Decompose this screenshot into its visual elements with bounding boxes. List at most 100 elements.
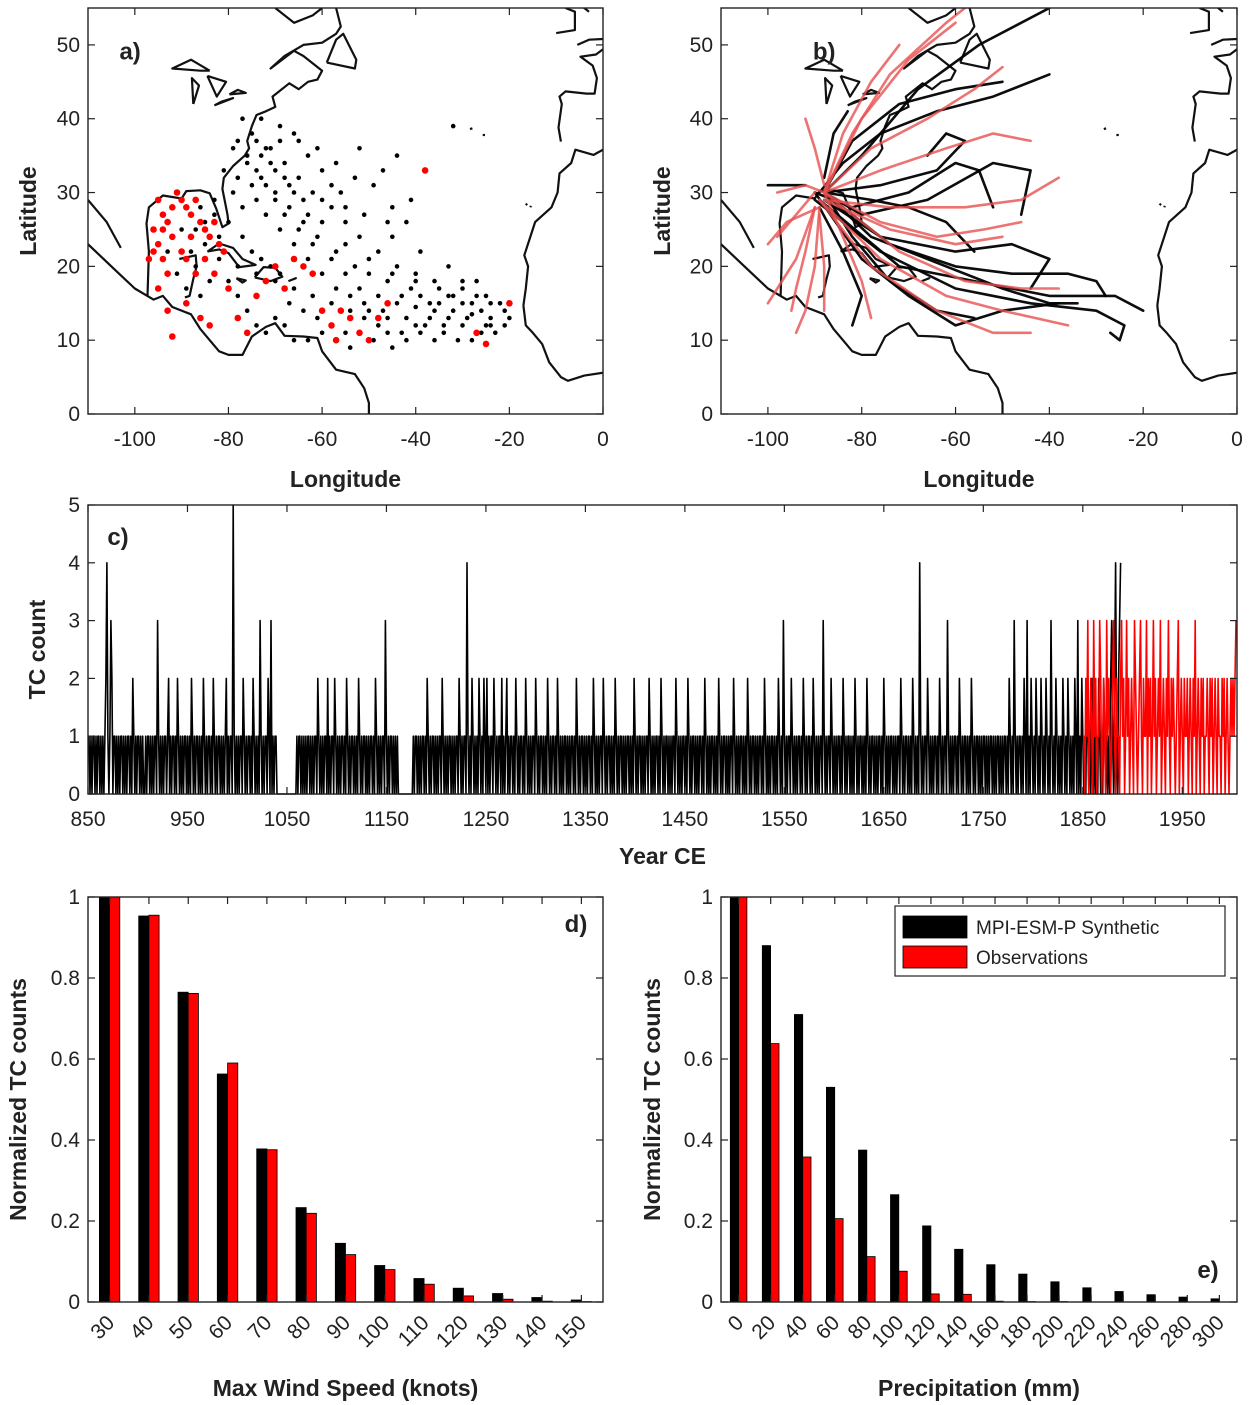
tc-point <box>356 329 363 337</box>
bar <box>374 1265 386 1303</box>
y-tick-label: 1 <box>701 886 713 909</box>
tc-point <box>329 301 334 306</box>
tc-point <box>474 278 479 284</box>
tc-point <box>421 167 429 174</box>
tc-point <box>384 300 391 307</box>
tc-point <box>337 307 345 315</box>
coastline <box>847 97 868 107</box>
tc-point <box>506 300 513 307</box>
x-tick-label: 200 <box>1028 1311 1069 1352</box>
tc-track <box>822 21 957 194</box>
x-tick-label: -100 <box>114 428 156 451</box>
tc-point <box>347 308 353 314</box>
tc-point <box>357 234 362 240</box>
tc-point <box>169 233 176 241</box>
tc-point <box>333 249 339 254</box>
tc-point <box>287 182 292 188</box>
tc-point <box>253 292 260 300</box>
tc-point <box>319 330 325 336</box>
bar <box>334 1242 346 1303</box>
coastline <box>206 242 257 269</box>
tc-track <box>818 198 1070 327</box>
tc-point <box>328 322 335 329</box>
coastline <box>190 77 201 105</box>
tc-point <box>483 323 489 328</box>
tc-point <box>258 175 264 181</box>
tc-track <box>818 73 1051 194</box>
x-axis-label: Longitude <box>923 466 1034 492</box>
coastline <box>228 88 247 96</box>
tc-point <box>493 330 498 336</box>
tc-point <box>361 315 367 321</box>
x-axis-label: Longitude <box>290 466 401 492</box>
y-tick-label: 0.4 <box>684 1129 714 1152</box>
tc-point <box>408 286 414 291</box>
bar <box>826 1086 836 1303</box>
tc-point <box>441 323 447 328</box>
tc-point <box>418 293 423 299</box>
bar <box>890 1194 900 1303</box>
tc-point <box>390 271 395 277</box>
bar <box>492 1293 504 1303</box>
coastline <box>824 77 834 105</box>
bar <box>138 915 150 1303</box>
tc-point <box>268 146 273 151</box>
tc-point <box>145 255 153 263</box>
bar <box>109 896 121 1303</box>
tc-point <box>197 218 204 226</box>
tc-point <box>226 219 231 225</box>
coastline <box>235 277 247 284</box>
tc-point <box>333 286 339 291</box>
bar <box>858 1149 868 1303</box>
tc-point <box>315 146 320 151</box>
tc-point <box>460 278 465 284</box>
tc-point <box>273 168 278 173</box>
x-tick-label: 130 <box>471 1311 512 1352</box>
coastline <box>213 97 235 107</box>
x-tick-label: -60 <box>940 428 970 451</box>
bar <box>1082 1287 1092 1303</box>
bar <box>866 1256 876 1303</box>
tc-point <box>343 219 348 225</box>
panel-label: a) <box>119 39 140 66</box>
x-tick-label: 1350 <box>562 808 609 831</box>
tc-point <box>385 278 390 284</box>
coastline <box>1156 148 1237 306</box>
tc-point <box>277 138 283 144</box>
tc-point <box>198 293 203 299</box>
tc-point <box>179 227 184 232</box>
tc-point <box>347 345 353 350</box>
tc-point <box>201 255 209 263</box>
y-tick-label: 30 <box>57 182 80 205</box>
tc-point <box>488 315 493 321</box>
tc-point <box>474 293 479 299</box>
tc-track <box>818 198 1032 335</box>
tc-point <box>394 153 400 158</box>
tc-point <box>262 277 270 285</box>
y-tick-label: 2 <box>68 667 80 690</box>
tc-point <box>268 264 273 269</box>
bar <box>794 1014 804 1303</box>
tc-track <box>818 213 826 312</box>
tc-point <box>258 153 264 158</box>
y-tick-label: 0.6 <box>684 1048 713 1071</box>
coastline <box>522 305 603 382</box>
tc-point <box>164 218 171 226</box>
tc-point <box>329 205 334 210</box>
tc-point <box>432 337 437 343</box>
tc-point <box>178 248 185 255</box>
tc-point <box>310 293 316 299</box>
coastline <box>171 58 211 72</box>
panel-a-map-scatter: 0 10 20 30 40 50 -100 -80 -60 -40 -20 0 a) Longitude L… <box>15 7 609 492</box>
coastline <box>1158 202 1162 206</box>
x-tick-label: -80 <box>213 428 243 451</box>
tc-point <box>301 308 306 314</box>
y-tick-label: 20 <box>690 255 713 278</box>
tc-point <box>206 322 213 329</box>
tc-point <box>216 256 222 262</box>
tc-track <box>813 198 1126 342</box>
x-tick-label: 120 <box>432 1311 473 1352</box>
tc-point <box>413 278 419 284</box>
coastline <box>1216 8 1224 13</box>
tc-point <box>192 196 199 204</box>
